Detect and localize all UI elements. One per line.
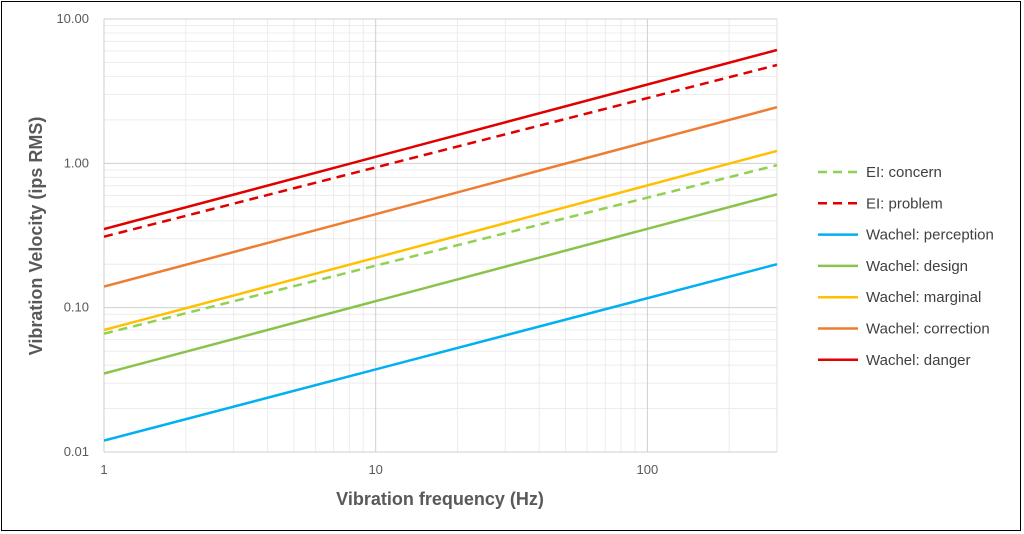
series-line xyxy=(103,262,778,442)
series-lines xyxy=(103,48,778,442)
series-line xyxy=(103,105,778,288)
legend: EI: concern EI: problem Wachel: perception… xyxy=(818,164,994,369)
gridlines xyxy=(103,18,778,453)
y-tick-label: 0.01 xyxy=(64,444,89,459)
x-tick-label: 100 xyxy=(637,462,659,477)
y-tick-label: 0.10 xyxy=(64,300,89,315)
series-line xyxy=(103,48,778,231)
legend-label: Wachel: marginal xyxy=(866,289,981,306)
tick-labels: 1 10 100 0.01 0.10 1.00 10.00 xyxy=(56,11,658,477)
legend-label: Wachel: danger xyxy=(866,352,971,369)
x-axis-title: Vibration frequency (Hz) xyxy=(336,489,544,509)
legend-label: Wachel: design xyxy=(866,258,968,275)
x-tick-label: 1 xyxy=(100,462,107,477)
series-line xyxy=(103,163,778,335)
legend-label: Wachel: correction xyxy=(866,321,990,338)
legend-label: Wachel: perception xyxy=(866,227,994,244)
series-line xyxy=(103,63,778,238)
legend-label: EI: problem xyxy=(866,195,943,212)
legend-label: EI: concern xyxy=(866,164,942,181)
series-line xyxy=(103,193,778,375)
y-tick-label: 10.00 xyxy=(56,11,89,26)
y-axis-title: Vibration Velocity (ips RMS) xyxy=(26,117,46,356)
y-tick-label: 1.00 xyxy=(64,155,89,170)
x-tick-label: 10 xyxy=(368,462,382,477)
series-line xyxy=(103,149,778,332)
